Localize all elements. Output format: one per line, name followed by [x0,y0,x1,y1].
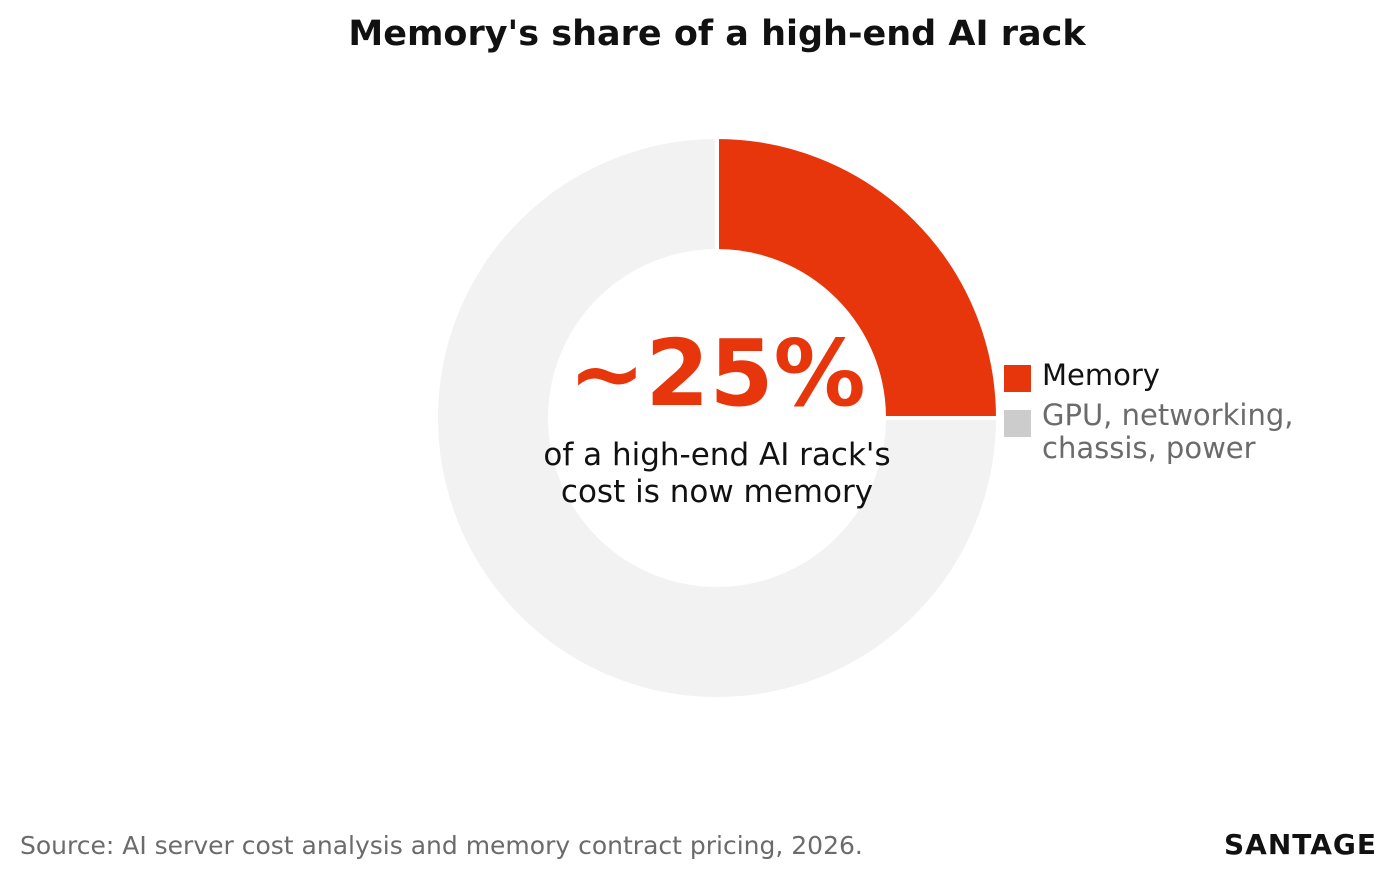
center-value: ~25% [568,320,866,427]
donut-slice-gpu-networking-chassis-power [434,134,1001,701]
brand-logo-text: SANTAGE [1224,828,1377,861]
legend-label-other-line-2: chassis, power [1042,431,1256,465]
legend-item-memory: Memory [1004,359,1293,399]
chart-title: Memory's share of a high-end AI rack [348,14,1086,54]
legend-swatch-memory [1004,365,1031,392]
source-note: Source: AI server cost analysis and memo… [20,831,863,860]
donut-slice-memory [715,134,1001,420]
center-caption-line-2: cost is now memory [560,474,874,510]
legend-item-other: GPU, networking, chassis, power [1004,399,1293,465]
legend-label-other-line-1: GPU, networking, [1042,398,1294,432]
center-caption-line-1: of a high-end AI rack's [543,437,891,473]
legend-swatch-other [1004,410,1031,437]
center-caption: of a high-end AI rack's cost is now memo… [467,437,967,511]
legend: Memory GPU, networking, chassis, power [1004,359,1293,465]
legend-label-memory: Memory [1042,358,1160,392]
